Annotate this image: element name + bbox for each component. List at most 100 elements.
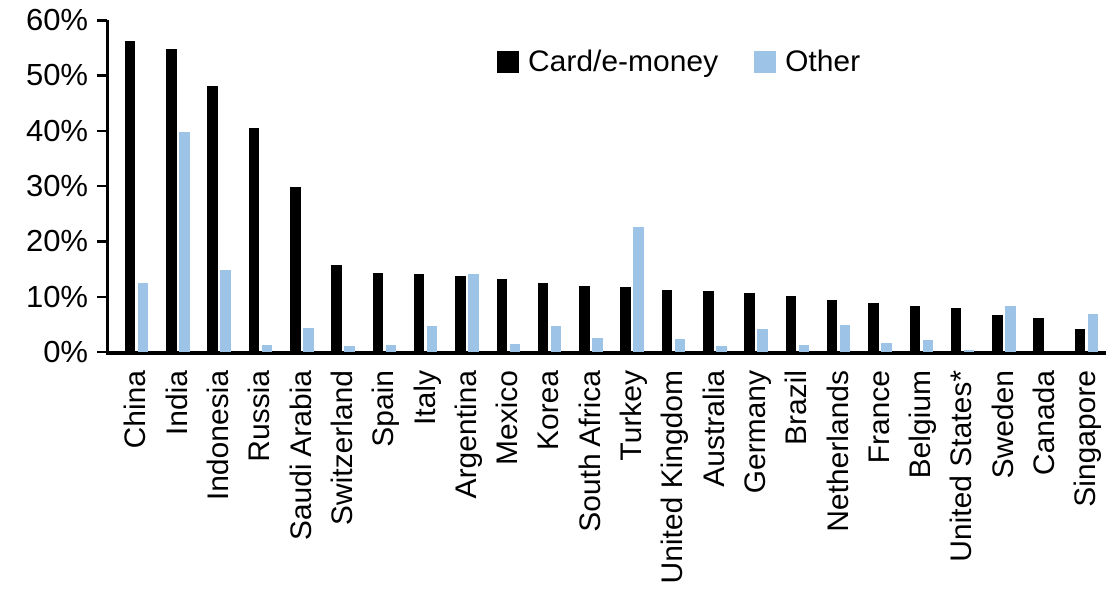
bar-other bbox=[468, 274, 479, 352]
x-tick-label: Argentina bbox=[449, 370, 483, 499]
bar-card-e-money bbox=[785, 296, 797, 352]
bar-card-e-money bbox=[124, 41, 136, 352]
bar-card-e-money bbox=[1074, 328, 1086, 352]
bar-card-e-money bbox=[744, 292, 755, 352]
x-label-cell-singapore: Singapore bbox=[1066, 370, 1107, 583]
x-tick-label: United Kingdom bbox=[656, 370, 690, 584]
x-label-cell-argentina: Argentina bbox=[446, 370, 487, 583]
bar-other bbox=[1087, 313, 1099, 352]
bar-group-switzerland bbox=[322, 21, 363, 352]
x-label-cell-germany: Germany bbox=[735, 370, 776, 583]
x-label-cell-india: India bbox=[157, 370, 198, 583]
bar-card-e-money bbox=[413, 273, 425, 352]
x-tick-label: Sweden bbox=[986, 370, 1020, 479]
x-label-cell-sweden: Sweden bbox=[983, 370, 1024, 583]
bar-other bbox=[839, 324, 851, 352]
x-tick-label: Australia bbox=[697, 370, 731, 487]
x-tick-label: Spain bbox=[367, 370, 401, 447]
x-label-cell-united-kingdom: United Kingdom bbox=[653, 370, 694, 583]
bar-card-e-money bbox=[703, 290, 714, 352]
bar-group-germany bbox=[735, 21, 776, 352]
bar-card-e-money bbox=[620, 286, 631, 352]
x-label-cell-netherlands: Netherlands bbox=[818, 370, 859, 583]
x-label-cell-italy: Italy bbox=[405, 370, 446, 583]
y-tick-mark bbox=[97, 74, 107, 77]
bar-group-france bbox=[859, 21, 900, 352]
x-label-cell-russia: Russia bbox=[240, 370, 281, 583]
bar-card-e-money bbox=[248, 128, 260, 352]
bar-other bbox=[344, 346, 355, 352]
y-axis-line bbox=[106, 20, 109, 354]
bar-card-e-money bbox=[661, 289, 673, 352]
x-tick-label: China bbox=[119, 370, 153, 449]
bar-other bbox=[881, 343, 892, 352]
y-tick-mark bbox=[97, 19, 107, 22]
bar-group-italy bbox=[405, 21, 446, 352]
x-tick-label: Italy bbox=[408, 370, 442, 426]
bar-other bbox=[798, 344, 810, 352]
bar-other bbox=[179, 132, 190, 352]
bar-card-e-money bbox=[868, 303, 879, 352]
bar-other bbox=[385, 345, 397, 352]
x-label-cell-mexico: Mexico bbox=[488, 370, 529, 583]
bar-other bbox=[1005, 306, 1016, 352]
bar-group-united-states bbox=[942, 21, 983, 352]
bar-card-e-money bbox=[331, 264, 342, 352]
bar-other bbox=[261, 345, 273, 352]
x-label-cell-switzerland: Switzerland bbox=[322, 370, 363, 583]
x-label-cell-china: China bbox=[116, 370, 157, 583]
x-label-cell-korea: Korea bbox=[529, 370, 570, 583]
bar-group-australia bbox=[694, 21, 735, 352]
x-axis-line bbox=[106, 351, 1106, 355]
bar-card-e-money bbox=[826, 299, 838, 352]
bar-group-mexico bbox=[488, 21, 529, 352]
bar-group-canada bbox=[1025, 21, 1066, 352]
x-label-cell-saudi-arabia: Saudi Arabia bbox=[281, 370, 322, 583]
bar-group-korea bbox=[529, 21, 570, 352]
bar-other bbox=[633, 226, 644, 352]
bar-group-spain bbox=[364, 21, 405, 352]
bar-group-india bbox=[157, 21, 198, 352]
x-tick-label: Indonesia bbox=[202, 370, 236, 501]
bar-other bbox=[757, 328, 768, 352]
bar-group-china bbox=[116, 21, 157, 352]
y-tick-label: 50% bbox=[25, 57, 88, 93]
y-tick-label: 10% bbox=[25, 278, 88, 314]
x-tick-label: Canada bbox=[1027, 370, 1061, 476]
x-tick-label: South Africa bbox=[573, 370, 607, 532]
x-label-cell-indonesia: Indonesia bbox=[199, 370, 240, 583]
y-tick-mark bbox=[97, 240, 107, 243]
y-tick-label: 30% bbox=[25, 167, 88, 203]
bar-other bbox=[550, 325, 562, 352]
legend-swatch-card-e-money bbox=[497, 51, 519, 73]
legend-label-other: Other bbox=[785, 45, 861, 78]
x-axis-labels: China India Indonesia Russia Saudi Arabia Swi… bbox=[108, 360, 1108, 583]
y-tick-mark bbox=[97, 184, 107, 188]
bar-other bbox=[592, 338, 603, 352]
bar-card-e-money bbox=[372, 272, 384, 352]
y-tick-label: 20% bbox=[25, 223, 88, 259]
x-label-cell-turkey: Turkey bbox=[612, 370, 653, 583]
bar-card-e-money bbox=[579, 285, 590, 352]
bar-other bbox=[303, 328, 314, 352]
bar-card-e-money bbox=[290, 186, 301, 352]
legend-swatch-other bbox=[754, 51, 777, 73]
bar-other bbox=[137, 283, 149, 352]
legend: Card/e-money Other bbox=[497, 45, 860, 79]
bar-other bbox=[220, 270, 231, 352]
bar-card-e-money bbox=[1033, 317, 1044, 352]
bar-other bbox=[426, 325, 438, 352]
bar-group-belgium bbox=[901, 21, 942, 352]
y-tick-label: 40% bbox=[25, 112, 88, 148]
legend-label-card-e-money: Card/e-money bbox=[528, 45, 719, 78]
bar-group-singapore bbox=[1066, 21, 1107, 352]
bar-card-e-money bbox=[950, 307, 962, 352]
plot-area bbox=[108, 21, 1108, 352]
y-tick-label: 0% bbox=[43, 333, 88, 369]
y-tick-label: 60% bbox=[25, 2, 88, 37]
x-tick-label: Turkey bbox=[615, 370, 649, 461]
x-tick-label: France bbox=[862, 370, 896, 464]
bar-card-e-money bbox=[909, 306, 921, 352]
bar-group-brazil bbox=[777, 21, 818, 352]
x-label-cell-australia: Australia bbox=[694, 370, 735, 583]
